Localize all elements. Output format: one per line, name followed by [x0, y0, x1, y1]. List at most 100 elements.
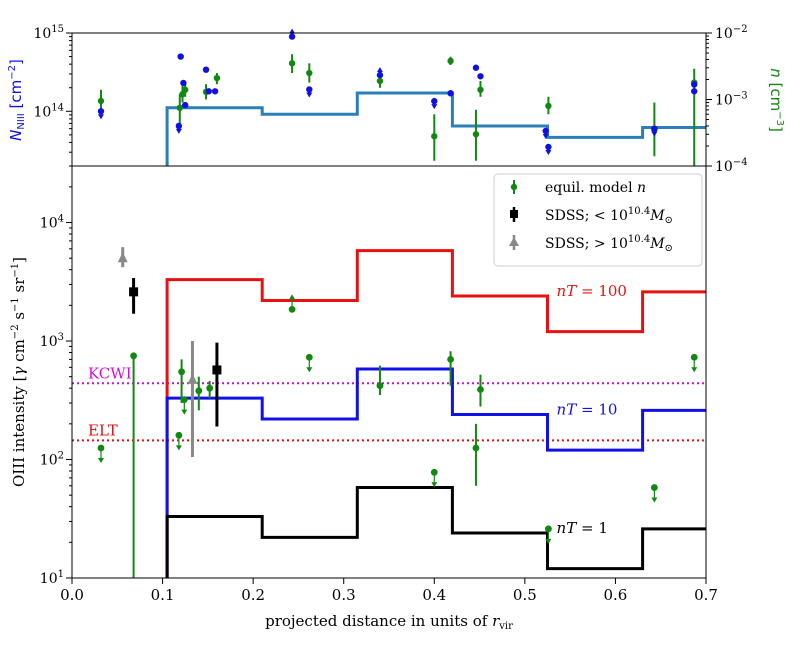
top-density-point-0	[97, 97, 105, 105]
x-tick-label-4: 0.4	[422, 586, 446, 604]
top-column-point-14	[477, 73, 484, 80]
top-right-ylabel: n [cm−3]	[767, 68, 785, 132]
top-density-point-11	[472, 131, 480, 138]
top-column-arrow-10-head	[376, 67, 383, 73]
top-column-point-13	[472, 64, 480, 71]
equil-point-7	[288, 305, 296, 313]
equil-arrow-8-head	[306, 367, 313, 373]
equil-arrow-16-head	[691, 367, 698, 373]
top-panel: 1014 1015 10−4 10−3 10−2 NNIII [cm−2] n [cm−…	[7, 24, 785, 175]
bottom-y-tick-label-2: 103	[40, 332, 64, 350]
equil-point-10	[430, 468, 438, 476]
legend-marker-equil	[510, 180, 518, 194]
equil-point-8	[305, 353, 313, 361]
top-column-point-10	[376, 71, 384, 79]
top-column-point-2	[177, 53, 184, 60]
sdss-low-point-0	[129, 287, 139, 297]
top-density-point-3	[182, 86, 189, 93]
top-left-tick-label-1: 1015	[33, 24, 64, 42]
bottom-ylabel: OIII intensity [γ cm−2 s−1 sr−1]	[10, 257, 28, 487]
equil-point-15	[650, 484, 658, 491]
model-line-1	[165, 367, 706, 578]
sdss-high-point-1	[187, 373, 198, 384]
top-column-arrow-9-head	[306, 92, 313, 98]
top-column-point-8	[288, 33, 296, 40]
top-ticks: 1014 1015 10−4 10−3 10−2	[33, 24, 747, 175]
bottom-y-tick-label-0: 101	[40, 569, 64, 587]
top-column-arrow-11-head	[431, 104, 438, 110]
top-left-tick-label-0: 1014	[33, 102, 64, 120]
top-column-point-9	[306, 86, 313, 93]
equil-arrow-0-head	[97, 458, 104, 464]
equil-point-5	[195, 387, 203, 395]
legend-marker-sdss-low	[510, 207, 518, 222]
top-density-point-6	[288, 60, 296, 67]
legend-box	[493, 173, 703, 267]
top-density-point-1	[176, 104, 183, 112]
equil-point-13	[477, 386, 484, 393]
top-model-step	[165, 91, 706, 166]
equil-point-4	[180, 396, 188, 404]
equil-arrow-15-head	[651, 497, 658, 503]
bottom-y-tick-label-1: 102	[40, 451, 64, 469]
top-column-point-3	[180, 79, 187, 87]
top-column-arrow-17-head	[651, 131, 658, 137]
top-column-arrow-16-head	[545, 149, 552, 155]
top-density-point-8	[376, 77, 384, 85]
top-column-arrow-8-head	[289, 28, 296, 34]
bottom-y-tick-label-3: 104	[40, 214, 64, 232]
top-column-point-0	[97, 108, 105, 115]
equil-arrow-2-head	[175, 445, 182, 451]
top-column-arrow-0-head	[97, 114, 104, 120]
equil-point-11	[447, 355, 454, 363]
top-right-tick-label-1: 10−3	[715, 91, 748, 109]
top-density-point-9	[431, 133, 438, 140]
x-tick-label-2: 0.2	[241, 586, 265, 604]
top-right-tick-label-0: 10−4	[715, 157, 748, 175]
top-column-point-7	[211, 88, 219, 95]
top-density-point-13	[545, 102, 552, 110]
top-density-point-10	[447, 57, 454, 65]
legend-label-sdss-low: SDSS; < 1010.4M⊙	[545, 206, 673, 226]
top-column-point-12	[447, 90, 454, 97]
sdss-points	[117, 247, 222, 458]
equil-point-0	[97, 444, 105, 452]
series-label-1: nT = 10	[557, 400, 618, 418]
bottom-panel: 101 102 103 104 0.0 0.1 0.2 0.3 0.4 0.5 0.6 0.7 pro…	[10, 165, 718, 632]
top-column-point-6	[205, 88, 212, 95]
equil-point-14	[545, 525, 552, 533]
series-label-2: nT = 1	[557, 519, 608, 537]
equil-points	[97, 294, 698, 578]
sdss-high-point-0	[117, 252, 128, 263]
bottom-plot-frame	[71, 165, 707, 579]
x-tick-label-5: 0.5	[513, 586, 537, 604]
top-density-point-5	[213, 74, 221, 82]
top-density-point-12	[477, 86, 484, 93]
top-column-point-1	[175, 122, 183, 130]
model-line-2	[165, 486, 706, 578]
top-left-ylabel: NNIII [cm−2]	[7, 59, 27, 141]
model-step-lines	[165, 249, 706, 578]
equil-arrow-7-head	[289, 294, 296, 300]
equil-point-6	[206, 384, 214, 392]
top-column-point-19	[691, 81, 698, 88]
legend: equil. model n SDSS; < 1010.4M⊙ SDSS; > …	[493, 173, 703, 267]
x-tick-label-6: 0.6	[603, 586, 627, 604]
equil-point-3	[178, 368, 185, 376]
equil-arrow-4-head	[181, 409, 188, 415]
top-column-point-17	[651, 125, 658, 132]
threshold-label-kcwi: KCWI	[88, 364, 132, 382]
x-tick-label-7: 0.7	[694, 586, 718, 604]
top-right-tick-label-2: 10−2	[715, 24, 748, 42]
top-column-arrow-15-head	[542, 133, 549, 139]
series-label-0: nT = 100	[557, 282, 627, 300]
x-axis-label: projected distance in units of rvir	[265, 612, 513, 632]
series-labels: nT = 100 nT = 10 nT = 1	[557, 282, 627, 537]
top-column-point-11	[431, 97, 438, 105]
x-tick-label-1: 0.1	[151, 586, 175, 604]
equil-arrow-14-head	[545, 538, 552, 544]
x-tick-label-0: 0.0	[60, 586, 84, 604]
threshold-labels: KCWI ELT	[88, 364, 132, 439]
legend-label-sdss-high: SDSS; > 1010.4M⊙	[545, 234, 673, 254]
model-line-0	[165, 249, 706, 578]
